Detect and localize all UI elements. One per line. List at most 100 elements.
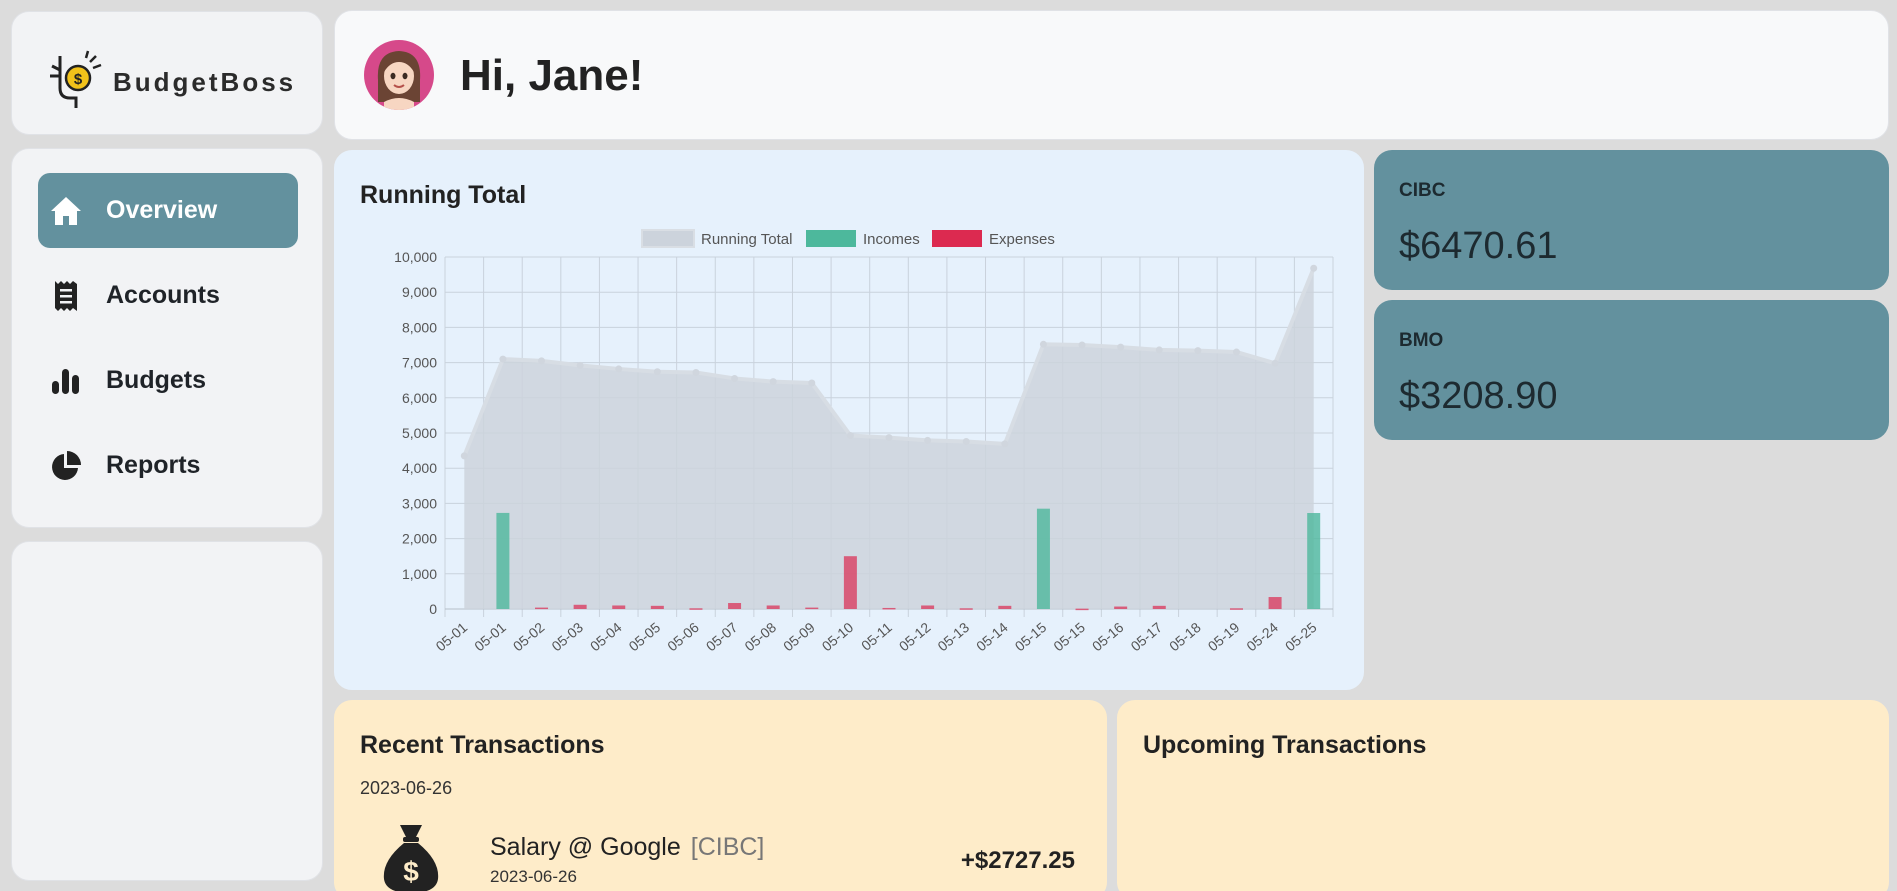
running-total-point [1310,264,1318,272]
money-bag-icon: $ [383,825,439,891]
sidebar-item-overview[interactable]: Overview [38,173,298,248]
x-tick-label: 05-07 [703,619,741,654]
account-name: BMO [1399,330,1444,351]
expense-bar [573,604,587,609]
pie-chart-icon [48,448,84,484]
y-tick-label: 5,000 [402,425,437,441]
x-tick-label: 05-02 [510,619,548,654]
y-tick-label: 4,000 [402,460,437,476]
running-total-point [499,355,507,363]
running-total-point [1194,347,1202,355]
legend-swatch [932,230,982,247]
sidebar-item-budgets[interactable]: Budgets [38,343,298,418]
y-tick-label: 9,000 [402,284,437,300]
recent-transactions-card: Recent Transactions 2023-06-26 $ Salary … [334,700,1107,891]
x-tick-label: 05-05 [626,619,664,654]
account-balance: $6470.61 [1399,225,1558,267]
x-tick-label: 05-11 [858,619,895,654]
expense-bar [1229,608,1243,610]
greeting: Hi, Jane! [460,51,644,100]
x-tick-label: 05-16 [1089,619,1127,654]
legend-swatch [641,229,695,248]
x-tick-label: 05-18 [1166,619,1204,654]
account-card-cibc[interactable]: CIBC $6470.61 [1374,150,1889,290]
running-total-point [615,365,623,373]
transaction-date-group: 2023-06-26 [360,778,453,798]
running-total-point [1117,343,1125,351]
x-tick-label: 05-25 [1282,619,1320,654]
logo-card: $ BudgetBoss [11,11,323,135]
y-tick-label: 8,000 [402,319,437,335]
expense-bar [535,607,549,610]
sidebar-item-accounts[interactable]: Accounts [38,258,298,333]
expense-bar [728,603,742,609]
expense-bar [1114,606,1128,609]
running-total-point [924,436,932,444]
x-tick-label: 05-10 [819,619,857,654]
expense-bar [612,605,626,609]
sidebar-item-reports[interactable]: Reports [38,428,298,503]
expense-bar [1152,605,1166,609]
avatar[interactable] [364,40,434,110]
expense-bar [766,605,780,609]
legend-swatch [806,230,856,247]
brand-name: BudgetBoss [113,67,297,97]
running-total-chart-card: Running Total 0 1,000 2,000 3,000 4,000 5,000… [334,150,1364,690]
expense-bar [843,556,857,609]
legend-label: Running Total [701,231,792,248]
account-card-bmo[interactable]: BMO $3208.90 [1374,300,1889,440]
expense-bar [959,608,973,610]
svg-text:$: $ [74,71,83,88]
expense-bar [998,605,1012,609]
x-tick-label: 05-01 [433,619,471,654]
income-bar [1036,508,1050,609]
bar-chart-icon [48,363,84,399]
running-total-point [885,434,893,442]
running-total-point [962,437,970,445]
sidebar-empty-panel [11,541,323,881]
y-tick-label: 3,000 [402,495,437,511]
x-tick-label: 05-08 [741,619,779,654]
running-total-point [846,431,854,439]
x-tick-label: 05-19 [1205,619,1243,654]
legend-label: Expenses [989,231,1055,248]
running-total-point [769,378,777,386]
expense-bar [921,605,935,609]
sidebar-nav: Overview Accounts Budgets Reports [11,148,323,528]
expense-bar [650,605,664,609]
sidebar-item-label: Reports [106,451,201,479]
transaction-row[interactable]: $ Salary @ Google [CIBC] 2023-06-26 +$272… [360,823,1075,891]
running-total-point [538,357,546,365]
running-total-point [1078,341,1086,349]
y-tick-label: 2,000 [402,531,437,547]
y-tick-label: 0 [429,601,437,617]
svg-text:$: $ [403,856,419,887]
sidebar-item-label: Budgets [106,366,206,394]
running-total-point [653,368,661,376]
expense-bar [805,607,819,610]
x-tick-label: 05-12 [896,619,934,654]
y-tick-label: 10,000 [394,249,437,265]
receipt-icon [48,278,84,314]
upcoming-transactions-card: Upcoming Transactions [1117,700,1889,891]
legend-label: Incomes [863,231,920,248]
x-tick-label: 05-01 [471,619,509,654]
recent-transactions-title: Recent Transactions [360,731,605,759]
header: Hi, Jane! [334,10,1889,140]
expense-bar [689,608,703,610]
x-tick-label: 05-04 [587,619,625,654]
x-tick-label: 05-14 [973,619,1011,654]
account-balance: $3208.90 [1399,375,1558,417]
upcoming-transactions-title: Upcoming Transactions [1143,731,1427,759]
income-bar [1307,513,1321,609]
running-total-chart: 0 1,000 2,000 3,000 4,000 5,000 6,000 7,000 8,00… [394,229,1334,654]
sidebar-item-label: Overview [106,196,218,224]
x-tick-label: 05-03 [548,619,586,654]
expense-bar [1075,608,1089,611]
running-total-point [576,361,584,369]
running-total-point [692,368,700,376]
chart-title: Running Total [360,181,527,209]
y-tick-label: 6,000 [402,390,437,406]
running-total-point [1155,346,1163,354]
running-total-point [1271,359,1279,367]
